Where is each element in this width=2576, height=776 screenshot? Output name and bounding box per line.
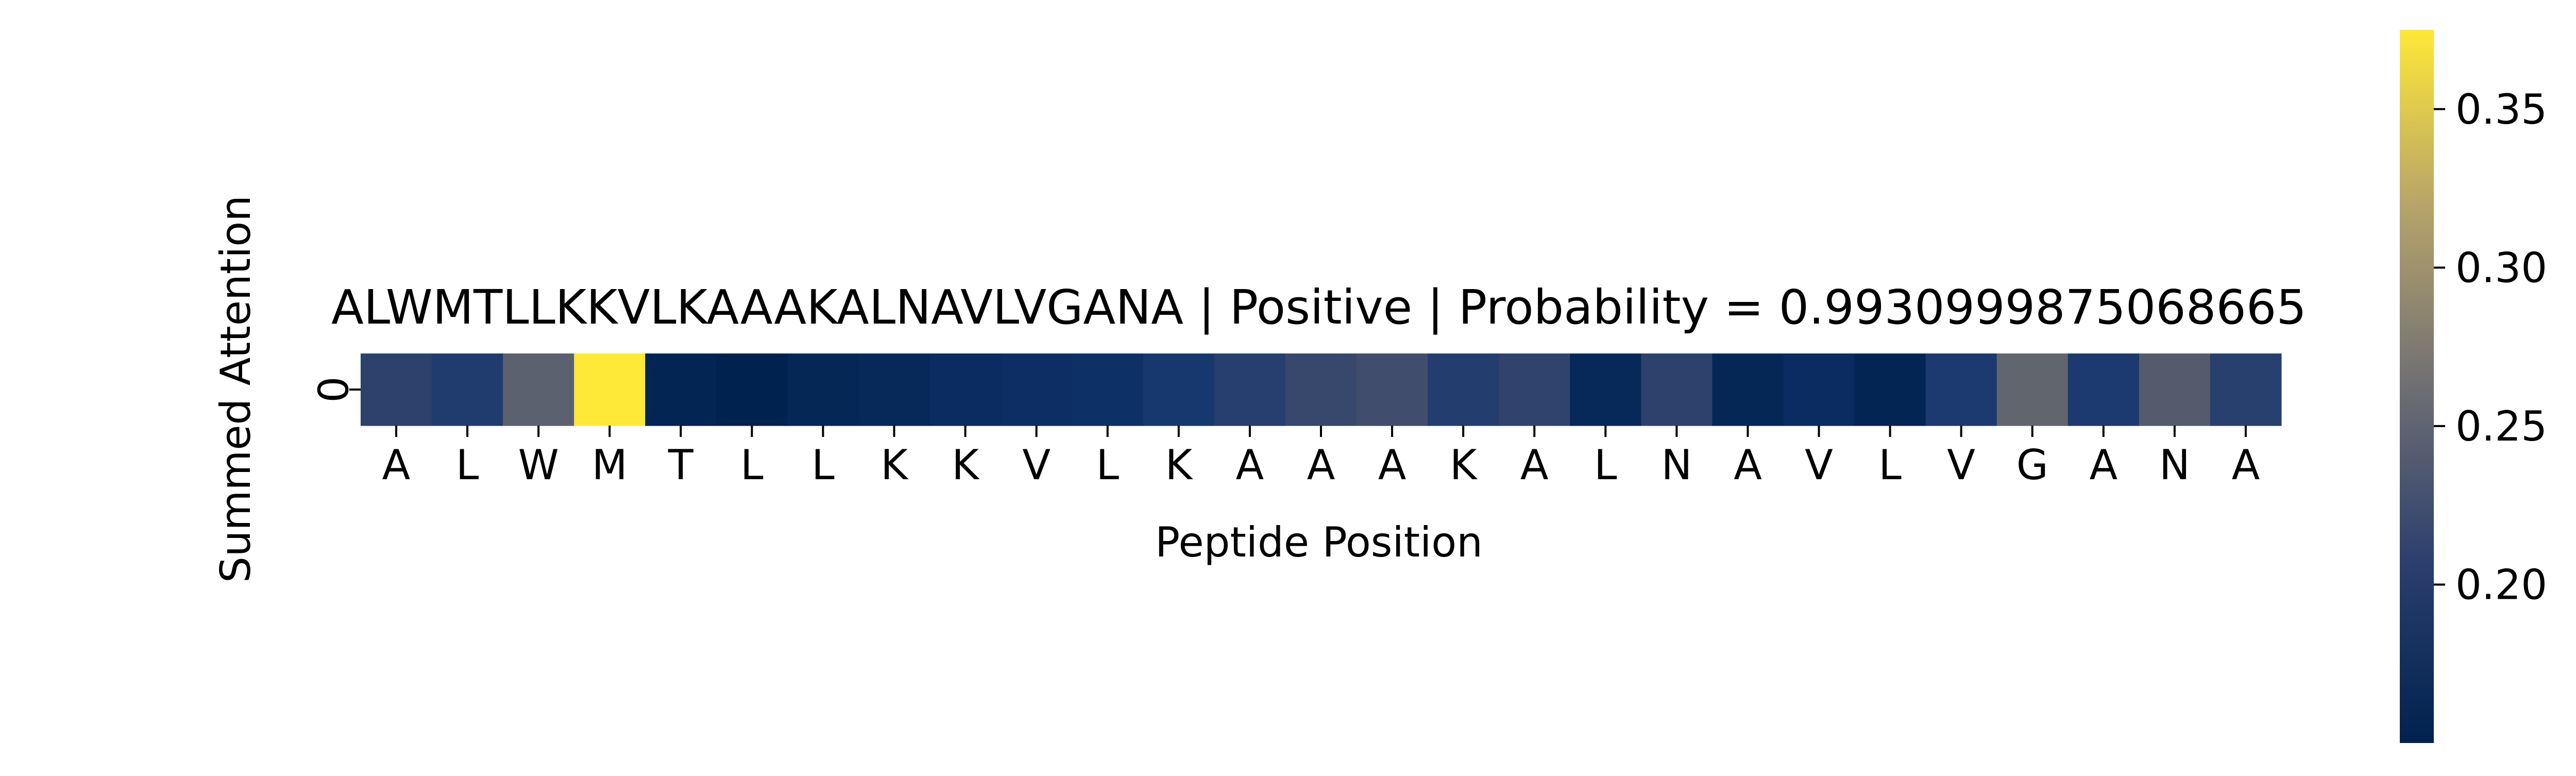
x-tick-label: A — [2232, 441, 2260, 489]
heatmap-cell — [1214, 353, 1286, 426]
x-tick-label: K — [880, 441, 909, 489]
colorbar-ticks: 0.20 0.25 0.30 0.35 — [2434, 86, 2547, 609]
x-tick-label: N — [1661, 441, 1692, 489]
heatmap-cell — [716, 353, 788, 426]
heatmap-cell — [1499, 353, 1570, 426]
heatmap-cell — [1072, 353, 1144, 426]
heatmap-cells — [361, 353, 2282, 426]
heatmap-cell — [432, 353, 503, 426]
heatmap-cell — [1712, 353, 1784, 426]
x-tick-label: N — [2159, 441, 2190, 489]
colorbar — [2400, 30, 2434, 743]
heatmap-cell — [361, 353, 432, 426]
x-tick-label: A — [1378, 441, 1406, 489]
chart-title: ALWMTLLKKVLKAAAKALNAVLVGANA | Positive |… — [331, 280, 2307, 335]
heatmap-cell — [2067, 353, 2140, 426]
x-tick-label: V — [1805, 441, 1833, 489]
heatmap-cell — [1357, 353, 1428, 426]
colorbar-tick-label: 0.25 — [2455, 402, 2547, 450]
x-tick-label: M — [592, 441, 628, 489]
x-tick-label: K — [1165, 441, 1194, 489]
colorbar-tick-label: 0.35 — [2455, 86, 2547, 133]
x-tick-label: L — [740, 441, 764, 489]
x-tick-label: L — [456, 441, 479, 489]
heatmap-cell — [1570, 353, 1641, 426]
x-tick-label: K — [1450, 441, 1478, 489]
x-tick-label: L — [1594, 441, 1617, 489]
colorbar-tick-label: 0.30 — [2455, 244, 2547, 292]
x-axis-label: Peptide Position — [1155, 518, 1483, 566]
heatmap-cell — [787, 353, 859, 426]
x-tick-label: V — [1947, 441, 1975, 489]
x-tick-label: W — [518, 441, 559, 489]
heatmap-cell — [1143, 353, 1215, 426]
colorbar-tick-label: 0.20 — [2455, 561, 2547, 609]
x-tick-label: K — [952, 441, 980, 489]
heatmap-cell — [574, 353, 646, 426]
x-tick-label: L — [1878, 441, 1902, 489]
x-tick-label: V — [1022, 441, 1050, 489]
x-tick-label: T — [668, 441, 694, 489]
x-tick-label: A — [1307, 441, 1335, 489]
heatmap-cell — [1996, 353, 2069, 426]
x-tick-label: A — [2089, 441, 2117, 489]
heatmap-cell — [1925, 353, 1997, 426]
heatmap-cell — [858, 353, 930, 426]
heatmap-cell — [503, 353, 574, 426]
x-tick-label: A — [1520, 441, 1549, 489]
heatmap-cell — [1001, 353, 1073, 426]
x-tick-label: G — [2016, 441, 2048, 489]
x-tick-label: A — [1734, 441, 1762, 489]
heatmap-cell — [1285, 353, 1357, 426]
heatmap-cell — [2139, 353, 2211, 426]
x-tick-label: L — [811, 441, 835, 489]
y-axis-ticks: 0 — [310, 377, 361, 403]
heatmap-cell — [1641, 353, 1713, 426]
x-tick-label: L — [1096, 441, 1119, 489]
y-axis-label: Summed Attention — [212, 195, 260, 583]
heatmap-cell — [1428, 353, 1499, 426]
heatmap-cell — [1854, 353, 1926, 426]
x-tick-label: A — [382, 441, 411, 489]
heatmap-cell — [2210, 353, 2282, 426]
heatmap-cell — [1783, 353, 1855, 426]
heatmap-cell — [645, 353, 717, 426]
x-tick-label: A — [1236, 441, 1264, 489]
heatmap-cell — [929, 353, 1002, 426]
y-tick-label: 0 — [310, 377, 358, 403]
